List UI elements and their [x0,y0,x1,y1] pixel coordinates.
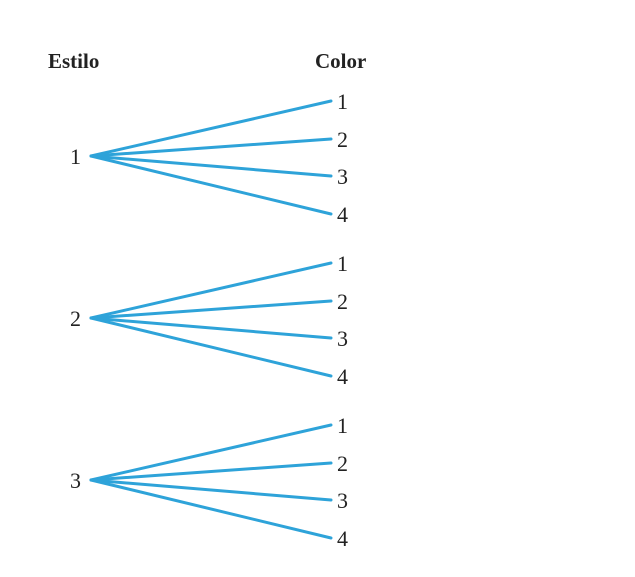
style-branch-group-1: 1 1 2 3 4 [70,89,348,227]
color-node-label: 2 [337,451,348,476]
branch-line [89,478,333,502]
color-node-label: 3 [337,488,348,513]
style-branch-group-2: 2 1 2 3 4 [70,251,348,389]
branch-line [89,461,333,482]
color-node-label: 3 [337,326,348,351]
branch-line [89,478,333,540]
color-node-label: 2 [337,127,348,152]
color-node-label: 1 [337,413,348,438]
branch-line [89,99,333,158]
branch-line [89,423,333,482]
estilo-header: Estilo [48,49,99,73]
color-node-label: 2 [337,289,348,314]
branch-line [89,137,333,158]
style-node-label: 3 [70,468,81,493]
color-node-label: 4 [337,202,348,227]
style-node-label: 2 [70,306,81,331]
style-node-label: 1 [70,144,81,169]
color-node-label: 4 [337,364,348,389]
style-branch-group-3: 3 1 2 3 4 [70,413,348,551]
branch-line [89,261,333,320]
branch-line [89,316,333,340]
branch-line [89,299,333,320]
branch-line [89,154,333,178]
branches-group: 1 1 2 3 4 2 1 2 3 4 3 1 2 3 4 [70,89,348,551]
branch-line [89,154,333,216]
color-node-label: 3 [337,164,348,189]
color-node-label: 1 [337,251,348,276]
color-node-label: 4 [337,526,348,551]
color-node-label: 1 [337,89,348,114]
branch-line [89,316,333,378]
color-header: Color [315,49,366,73]
